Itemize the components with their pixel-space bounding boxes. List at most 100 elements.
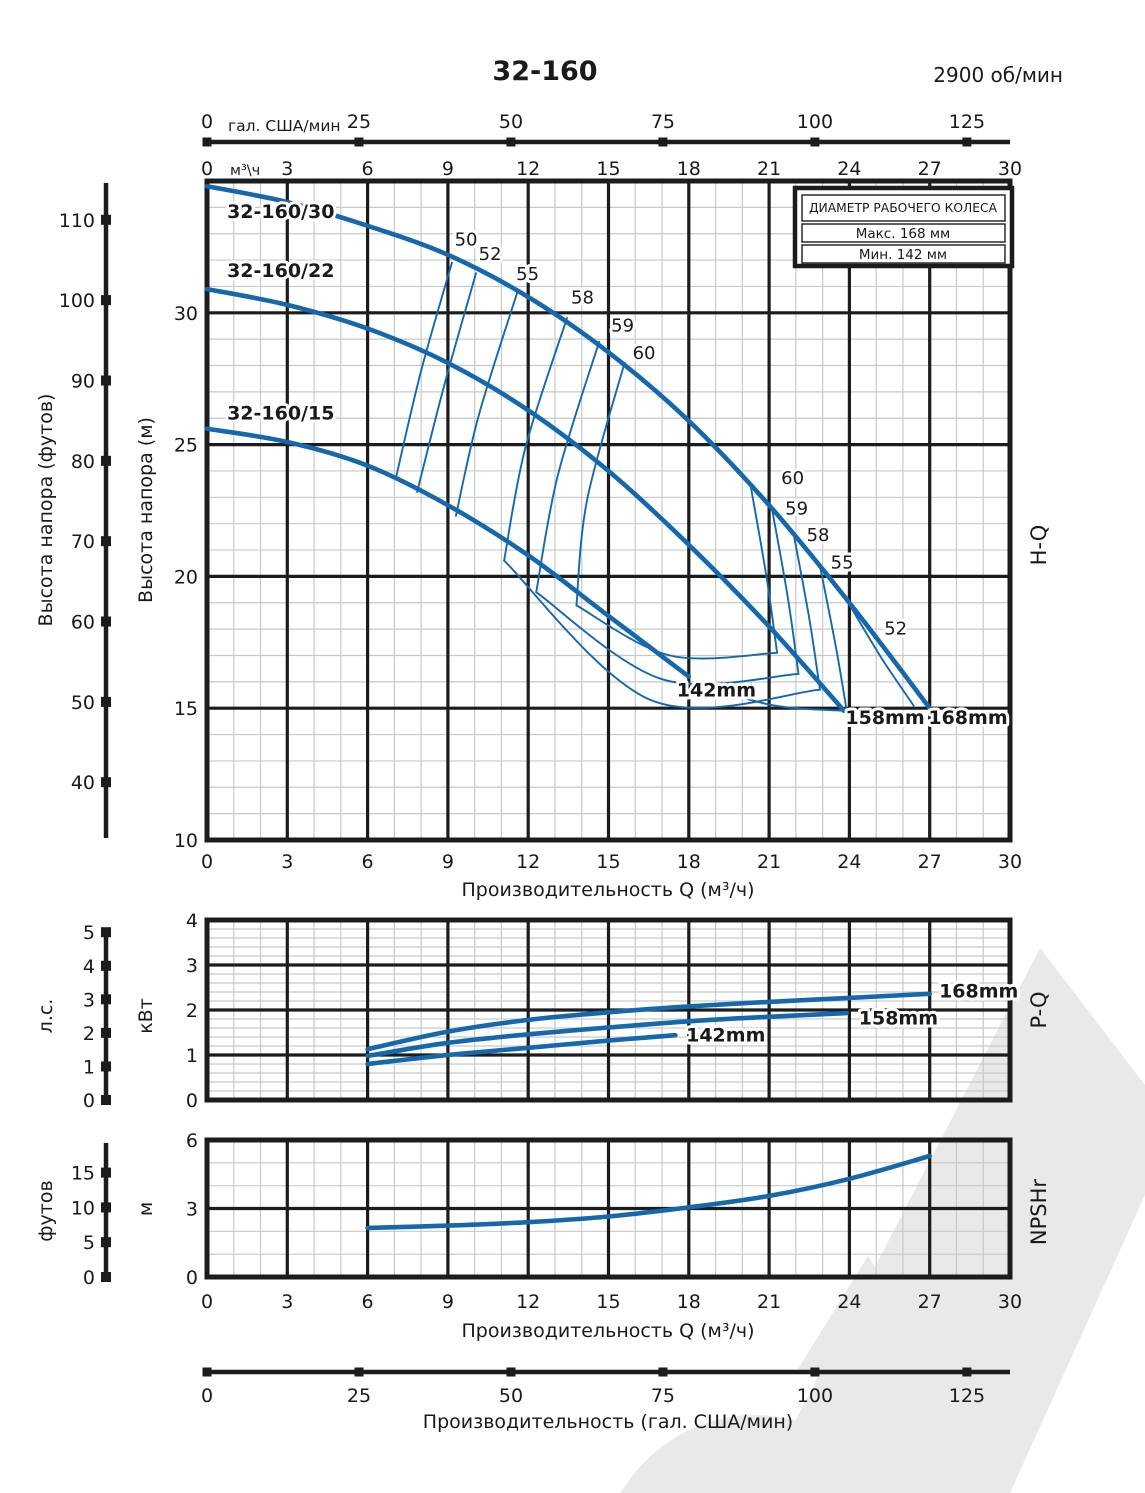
- hq-xtop-tick: 18: [677, 158, 701, 180]
- gal-bottom-axis-tick: [810, 1367, 820, 1377]
- npsh-x-title: Производительность Q (м³/ч): [461, 1320, 754, 1342]
- gal-bottom-axis-tick: [962, 1367, 972, 1377]
- gal-top-axis-tick-label: 50: [499, 111, 523, 133]
- gal-top-unit: гал. США/мин: [228, 117, 341, 135]
- pq-y-tick: 1: [186, 1045, 198, 1067]
- hq-curve-158mm: [204, 286, 847, 714]
- hq-xtop-tick: 9: [442, 158, 454, 180]
- npsh-side-label: NPSHr: [1027, 1179, 1051, 1245]
- npsh-feet-axis-tick-label: 0: [83, 1267, 95, 1289]
- gal-top-axis-tick: [810, 137, 820, 147]
- gal-top-axis-tick-label: 100: [797, 111, 833, 133]
- hq-y-tick: 10: [174, 830, 198, 852]
- curve-label: 158mm: [859, 1007, 938, 1029]
- m3h-top-unit: м³\ч: [230, 163, 260, 179]
- hq-chart: 505255585960605958555232-160/3032-160/22…: [174, 111, 1022, 873]
- npsh-x-tick: 12: [516, 1291, 540, 1313]
- plot-border: [204, 178, 1013, 843]
- gal-bottom-axis-tick-label: 25: [347, 1385, 371, 1407]
- hq-x-tick: 0: [201, 851, 213, 873]
- hq-x-tick: 18: [677, 851, 701, 873]
- hq-y-tick: 20: [174, 566, 198, 588]
- curve-label: 32-160/30: [227, 201, 334, 223]
- curve-label: 142mm: [677, 679, 756, 701]
- npsh-feet-axis-tick-label: 5: [83, 1232, 95, 1254]
- curve-label: 52: [884, 618, 907, 639]
- curve-label: 142mm: [686, 1025, 765, 1047]
- feet-axis-tick-label: 80: [71, 451, 95, 473]
- gal-top-axis-tick-label: 75: [651, 111, 675, 133]
- hp-axis-tick: [101, 1095, 111, 1105]
- feet-axis-tick-label: 60: [71, 612, 95, 634]
- curve-label: 55: [516, 264, 539, 285]
- legend-title: ДИАМЕТР РАБОЧЕГО КОЛЕСА: [809, 201, 998, 215]
- hq-x-tick: 3: [281, 851, 293, 873]
- hp-axis-tick-label: 1: [83, 1056, 95, 1078]
- feet-axis-tick: [101, 777, 111, 788]
- gal-top-axis-tick-label: 25: [347, 111, 371, 133]
- gal-bottom-axis-tick-label: 0: [201, 1385, 213, 1407]
- npsh-y-tick: 6: [186, 1130, 198, 1152]
- hp-axis-tick-label: 3: [83, 989, 95, 1011]
- legend-max: Макс. 168 мм: [856, 226, 951, 242]
- gal-bottom-axis-tick-label: 50: [499, 1385, 523, 1407]
- npsh-x-tick: 30: [998, 1291, 1022, 1313]
- efficiency-line-60L: [575, 361, 626, 607]
- gal-top-axis-tick-label: 125: [949, 111, 985, 133]
- page-title: 32-160: [492, 56, 597, 87]
- npsh-curve: [365, 1153, 932, 1231]
- curve-label: 59: [785, 498, 808, 519]
- efficiency-line-60B: [575, 604, 779, 660]
- hp-axis-tick: [101, 927, 111, 938]
- gal-top-axis-tick: [506, 137, 516, 147]
- curve-label: 60: [781, 468, 804, 489]
- npsh-x-tick: 6: [362, 1291, 374, 1313]
- gal-top-axis-tick: [202, 137, 212, 147]
- npsh-feet-axis-tick: [101, 1237, 111, 1248]
- hq-x-tick: 30: [998, 851, 1022, 873]
- hq-x-tick: 9: [442, 851, 454, 873]
- hq-side-label: H-Q: [1027, 525, 1051, 566]
- hp-axis-tick-label: 0: [83, 1090, 95, 1112]
- hp-axis-tick-label: 4: [83, 956, 95, 978]
- curve-label: 32-160/15: [227, 403, 334, 425]
- gal-top-axis-tick-label: 0: [201, 111, 213, 133]
- feet-axis-tick: [101, 536, 111, 547]
- pq-y-tick: 3: [186, 955, 198, 977]
- pq-curve-168mm: [365, 991, 932, 1052]
- curve-label: 168mm: [928, 707, 1007, 729]
- hq-x-tick: 21: [757, 851, 781, 873]
- gal-bottom-axis-tick: [506, 1367, 516, 1377]
- hq-xtop-tick: 3: [281, 158, 293, 180]
- pq-y-title: кВт: [135, 998, 157, 1034]
- npsh-y-tick: 0: [186, 1267, 198, 1289]
- pq-side-label: P-Q: [1027, 991, 1051, 1028]
- npsh-chart: 0 3 6 9 12 15 18 21 24 27 30 0 3 6: [186, 1130, 1022, 1313]
- feet-axis-tick: [101, 455, 111, 466]
- npsh-x-tick: 9: [442, 1291, 454, 1313]
- gal-top-axis-tick: [962, 137, 972, 147]
- npsh-feet-axis-tick: [101, 1202, 111, 1213]
- gal-bottom-axis-tick-label: 100: [797, 1385, 833, 1407]
- hq-y-tick: 30: [174, 303, 198, 325]
- hq-xtop-tick: 12: [516, 158, 540, 180]
- hq-x-title: Производительность Q (м³/ч): [461, 879, 754, 901]
- npsh-feet-axis-tick: [101, 1272, 111, 1282]
- efficiency-line-58B: [503, 559, 821, 709]
- pq-curve-142mm: [365, 1032, 678, 1067]
- feet-axis-tick-label: 50: [71, 692, 95, 714]
- footer-axis-title: Производительность (гал. США/мин): [423, 1411, 793, 1433]
- feet-axis-tick: [101, 696, 111, 707]
- hq-xtop-tick: 24: [837, 158, 861, 180]
- gal-bottom-axis-tick-label: 75: [651, 1385, 675, 1407]
- hq-xtop-tick: 6: [362, 158, 374, 180]
- hq-xtop-tick: 21: [757, 158, 781, 180]
- pq-y-tick: 2: [186, 1000, 198, 1022]
- efficiency-line-59B: [535, 591, 800, 686]
- npsh-feet-axis-tick-label: 10: [71, 1197, 95, 1219]
- watermark: [620, 948, 1145, 1493]
- feet-axis-tick-label: 100: [59, 290, 95, 312]
